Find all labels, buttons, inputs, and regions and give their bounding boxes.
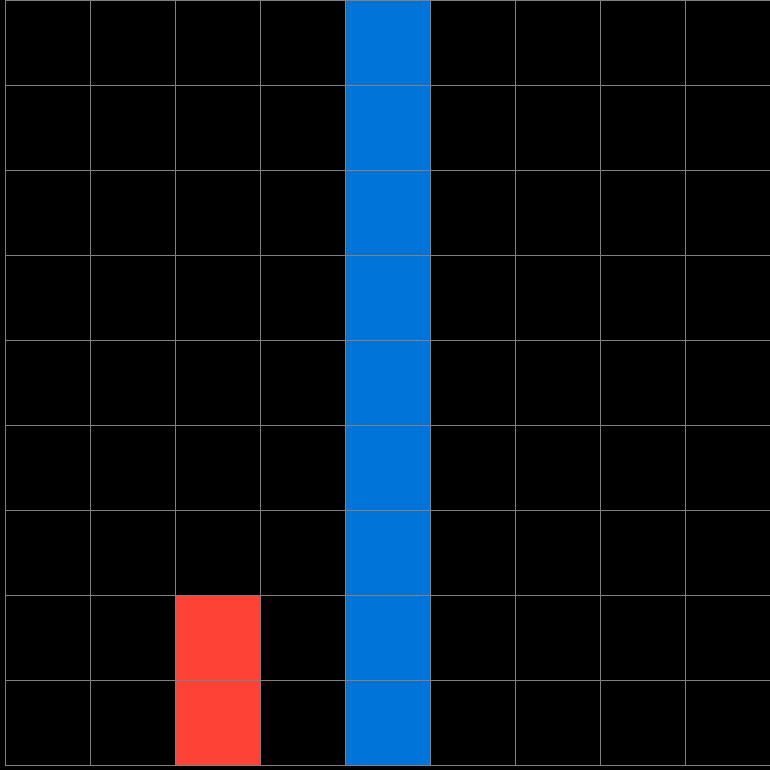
grid-cell-blue[interactable]	[344, 84, 431, 171]
grid-cell-empty[interactable]	[429, 0, 516, 86]
grid-cell-empty[interactable]	[599, 679, 686, 766]
grid-cell-empty[interactable]	[514, 509, 601, 596]
grid-cell-empty[interactable]	[174, 254, 261, 341]
game-grid	[4, 0, 770, 766]
grid-cell-empty[interactable]	[514, 84, 601, 171]
grid-cell-empty[interactable]	[514, 594, 601, 681]
grid-cell-empty[interactable]	[684, 169, 770, 256]
grid-cell-empty[interactable]	[4, 254, 91, 341]
grid-cell-empty[interactable]	[514, 424, 601, 511]
grid-cell-empty[interactable]	[429, 339, 516, 426]
grid-cell-empty[interactable]	[259, 339, 346, 426]
grid-cell-empty[interactable]	[4, 169, 91, 256]
grid-cell-blue[interactable]	[344, 339, 431, 426]
grid-cell-empty[interactable]	[89, 169, 176, 256]
grid-cell-blue[interactable]	[344, 424, 431, 511]
grid-cell-blue[interactable]	[344, 0, 431, 86]
grid-cell-empty[interactable]	[174, 509, 261, 596]
grid-cell-empty[interactable]	[684, 0, 770, 86]
grid-cell-empty[interactable]	[684, 424, 770, 511]
grid-cell-empty[interactable]	[599, 254, 686, 341]
grid-cell-red[interactable]	[174, 594, 261, 681]
grid-cell-empty[interactable]	[514, 679, 601, 766]
grid-cell-empty[interactable]	[259, 0, 346, 86]
grid-cell-empty[interactable]	[514, 0, 601, 86]
grid-cell-empty[interactable]	[429, 84, 516, 171]
grid-cell-empty[interactable]	[599, 424, 686, 511]
grid-cell-empty[interactable]	[684, 594, 770, 681]
grid-cell-empty[interactable]	[89, 594, 176, 681]
grid-cell-empty[interactable]	[89, 509, 176, 596]
grid-cell-empty[interactable]	[259, 679, 346, 766]
grid-cell-empty[interactable]	[4, 84, 91, 171]
grid-cell-blue[interactable]	[344, 594, 431, 681]
grid-cell-empty[interactable]	[599, 339, 686, 426]
grid-cell-empty[interactable]	[174, 0, 261, 86]
grid-cell-empty[interactable]	[599, 594, 686, 681]
grid-cell-blue[interactable]	[344, 169, 431, 256]
grid-cell-empty[interactable]	[259, 84, 346, 171]
grid-cell-empty[interactable]	[684, 679, 770, 766]
grid-cell-empty[interactable]	[259, 254, 346, 341]
grid-cell-empty[interactable]	[684, 254, 770, 341]
grid-cell-empty[interactable]	[174, 169, 261, 256]
grid-cell-empty[interactable]	[259, 594, 346, 681]
grid-cell-empty[interactable]	[89, 254, 176, 341]
grid-cell-empty[interactable]	[429, 254, 516, 341]
grid-cell-empty[interactable]	[174, 84, 261, 171]
grid-cell-blue[interactable]	[344, 679, 431, 766]
grid-cell-empty[interactable]	[514, 169, 601, 256]
grid-cell-empty[interactable]	[429, 169, 516, 256]
grid-cell-empty[interactable]	[174, 424, 261, 511]
grid-cell-empty[interactable]	[599, 84, 686, 171]
grid-cell-empty[interactable]	[4, 679, 91, 766]
grid-cell-empty[interactable]	[259, 509, 346, 596]
grid-cell-empty[interactable]	[4, 424, 91, 511]
grid-cell-empty[interactable]	[259, 424, 346, 511]
grid-cell-empty[interactable]	[89, 339, 176, 426]
grid-cell-empty[interactable]	[514, 339, 601, 426]
grid-cell-empty[interactable]	[599, 0, 686, 86]
grid-cell-empty[interactable]	[89, 679, 176, 766]
grid-cell-empty[interactable]	[89, 0, 176, 86]
grid-cell-empty[interactable]	[684, 339, 770, 426]
grid-cell-empty[interactable]	[599, 509, 686, 596]
grid-cell-empty[interactable]	[514, 254, 601, 341]
grid-cell-empty[interactable]	[174, 339, 261, 426]
grid-cell-empty[interactable]	[429, 594, 516, 681]
grid-cell-empty[interactable]	[259, 169, 346, 256]
grid-cell-empty[interactable]	[429, 679, 516, 766]
grid-cell-empty[interactable]	[684, 84, 770, 171]
grid-cell-empty[interactable]	[4, 339, 91, 426]
grid-cell-empty[interactable]	[4, 509, 91, 596]
grid-cell-empty[interactable]	[429, 424, 516, 511]
grid-cell-empty[interactable]	[89, 84, 176, 171]
grid-cell-empty[interactable]	[4, 0, 91, 86]
grid-cell-empty[interactable]	[4, 594, 91, 681]
grid-cell-empty[interactable]	[684, 509, 770, 596]
grid-cell-empty[interactable]	[429, 509, 516, 596]
grid-cell-empty[interactable]	[599, 169, 686, 256]
grid-cell-blue[interactable]	[344, 254, 431, 341]
grid-cell-blue[interactable]	[344, 509, 431, 596]
grid-cell-red[interactable]	[174, 679, 261, 766]
grid-cell-empty[interactable]	[89, 424, 176, 511]
